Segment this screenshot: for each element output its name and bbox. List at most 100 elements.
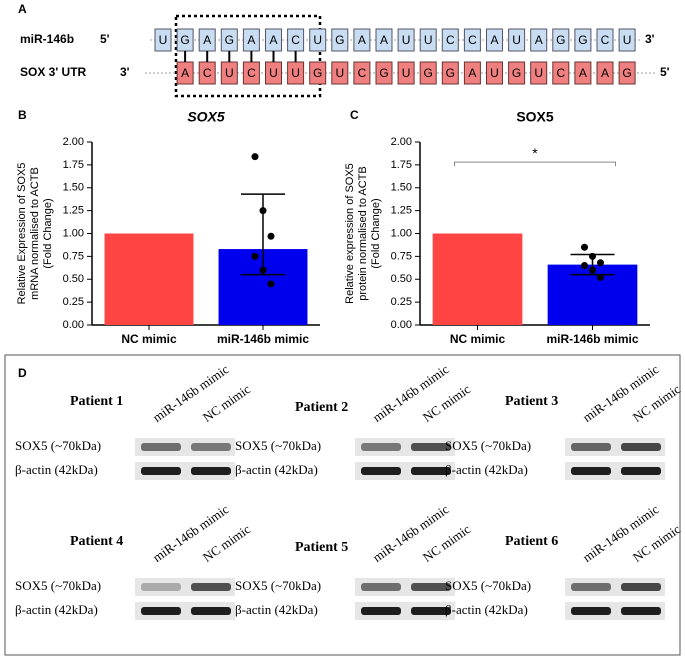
blot-strip bbox=[355, 462, 455, 480]
mir-base: A bbox=[535, 33, 543, 47]
y-tick-label: 0.25 bbox=[63, 296, 84, 308]
utr-base-box bbox=[552, 61, 570, 85]
y-tick-label: 0.75 bbox=[63, 250, 84, 262]
row-label: SOX5 (~70kDa) bbox=[445, 578, 531, 593]
utr-base: U bbox=[402, 66, 411, 80]
mir-base: U bbox=[623, 33, 632, 47]
panel-label: B bbox=[18, 108, 27, 122]
utr-base-box bbox=[441, 61, 459, 85]
blot-band bbox=[571, 443, 611, 451]
blot-band bbox=[411, 443, 451, 451]
y-axis-label: mRNA normalised to ACTB bbox=[29, 167, 41, 300]
blot-band bbox=[621, 443, 661, 451]
data-point bbox=[589, 252, 596, 260]
chart-title: SOX5 bbox=[516, 109, 554, 125]
patient-name: Patient 3 bbox=[505, 394, 558, 409]
utr-base: G bbox=[622, 66, 631, 80]
mir-base: C bbox=[468, 33, 477, 47]
utr-end: 5' bbox=[660, 65, 670, 79]
mir-base-box bbox=[618, 28, 636, 52]
row-label: β-actin (42kDa) bbox=[235, 462, 318, 477]
blot-band bbox=[361, 467, 401, 475]
blot-strip bbox=[355, 602, 455, 620]
y-tick-label: 1.75 bbox=[391, 159, 412, 171]
blot-band bbox=[411, 583, 451, 591]
blot-band bbox=[621, 467, 661, 475]
y-tick-label: 2.00 bbox=[63, 136, 84, 148]
mir-base-box bbox=[353, 28, 371, 52]
blot-strip bbox=[135, 578, 235, 596]
mir-base-box bbox=[574, 28, 592, 52]
blot-strip bbox=[355, 578, 455, 596]
x-tick-label: miR-146b mimic bbox=[217, 332, 309, 346]
utr-base-box bbox=[353, 61, 371, 85]
mir-base: A bbox=[380, 33, 388, 47]
mir-base: A bbox=[203, 33, 211, 47]
utr-base: G bbox=[512, 66, 521, 80]
blot-strip bbox=[565, 462, 665, 480]
blot-band bbox=[621, 583, 661, 591]
data-point bbox=[251, 153, 259, 161]
blot-strip bbox=[135, 462, 235, 480]
mir-base: U bbox=[512, 33, 521, 47]
patient-name: Patient 4 bbox=[70, 534, 123, 549]
y-tick-label: 1.50 bbox=[391, 182, 412, 194]
blot-strip bbox=[565, 438, 665, 456]
blot-strip bbox=[565, 602, 665, 620]
panel-d-frame bbox=[4, 354, 681, 656]
mir-base: G bbox=[578, 33, 587, 47]
blot-band bbox=[191, 607, 231, 615]
y-tick-label: 0.00 bbox=[63, 319, 84, 331]
mir-end: 5' bbox=[100, 32, 110, 46]
blot-band bbox=[621, 607, 661, 615]
utr-base-box bbox=[618, 61, 636, 85]
row-label: β-actin (42kDa) bbox=[445, 462, 528, 477]
utr-base: C bbox=[203, 66, 212, 80]
mir-base: A bbox=[358, 33, 366, 47]
mir-base: C bbox=[601, 33, 610, 47]
mir-base: G bbox=[556, 33, 565, 47]
data-point bbox=[267, 232, 275, 240]
significance-label: * bbox=[532, 145, 538, 161]
utr-base: G bbox=[424, 66, 433, 80]
y-tick-label: 1.00 bbox=[391, 227, 412, 239]
panel-label: C bbox=[350, 108, 359, 122]
row-label: SOX5 (~70kDa) bbox=[445, 438, 531, 453]
utr-base: G bbox=[446, 66, 455, 80]
utr-base: A bbox=[468, 66, 476, 80]
bar bbox=[104, 233, 194, 325]
patient-name: Patient 2 bbox=[295, 400, 348, 415]
row-label: SOX5 (~70kDa) bbox=[15, 438, 101, 453]
mir-base: U bbox=[313, 33, 322, 47]
utr-base: U bbox=[291, 66, 300, 80]
utr-base: C bbox=[556, 66, 565, 80]
blot-strip bbox=[135, 438, 235, 456]
panel-label: D bbox=[18, 366, 27, 380]
utr-base: U bbox=[534, 66, 543, 80]
blot-band bbox=[191, 583, 231, 591]
utr-base-box bbox=[508, 61, 526, 85]
utr-base-box bbox=[596, 61, 614, 85]
mir-base: C bbox=[446, 33, 455, 47]
patient-name: Patient 5 bbox=[295, 540, 348, 555]
row-label: SOX5 (~70kDa) bbox=[15, 578, 101, 593]
mir-base-box bbox=[419, 28, 437, 52]
utr-base: U bbox=[335, 66, 344, 80]
data-point bbox=[581, 262, 588, 270]
mir-end: 3' bbox=[645, 32, 655, 46]
panel-label: A bbox=[18, 2, 27, 16]
y-tick-label: 1.25 bbox=[63, 205, 84, 217]
y-tick-label: 0.00 bbox=[391, 319, 412, 331]
y-tick-label: 0.25 bbox=[391, 296, 412, 308]
data-point bbox=[267, 280, 275, 288]
utr-base: U bbox=[225, 66, 234, 80]
mir-base-box bbox=[596, 28, 614, 52]
mir-base-box bbox=[154, 28, 172, 52]
blot-strip bbox=[565, 578, 665, 596]
data-point bbox=[597, 273, 604, 281]
blot-band bbox=[571, 467, 611, 475]
x-tick-label: NC mimic bbox=[121, 332, 177, 346]
utr-base-box bbox=[486, 61, 503, 85]
blot-band bbox=[141, 583, 181, 591]
